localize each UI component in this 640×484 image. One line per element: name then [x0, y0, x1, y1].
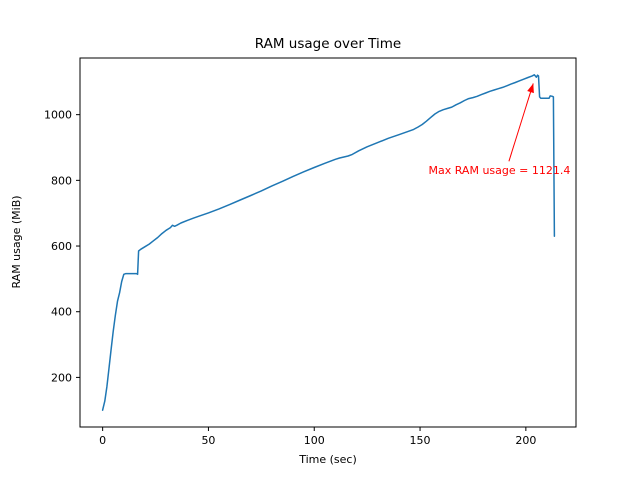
- y-tick-label: 800: [51, 174, 72, 187]
- x-tick-label: 0: [99, 434, 106, 447]
- chart-title: RAM usage over Time: [255, 36, 401, 52]
- x-tick-label: 50: [201, 434, 215, 447]
- y-tick-label: 400: [51, 306, 72, 319]
- annotation-arrow-line: [508, 83, 534, 162]
- annotation-arrow-head: [527, 83, 534, 94]
- y-tick-label: 200: [51, 371, 72, 384]
- axes-frame: [79, 57, 577, 428]
- y-axis-label: RAM usage (MiB): [10, 195, 23, 288]
- max-ram-annotation-text: Max RAM usage = 1121.4: [429, 164, 571, 177]
- x-tick-label: 200: [515, 434, 536, 447]
- y-tick-label: 600: [51, 240, 72, 253]
- ram-usage-line: [101, 74, 556, 411]
- y-tick-label: 1000: [44, 109, 72, 122]
- x-axis-label: Time (sec): [298, 453, 357, 466]
- x-tick-label: 100: [304, 434, 325, 447]
- x-tick-label: 150: [410, 434, 431, 447]
